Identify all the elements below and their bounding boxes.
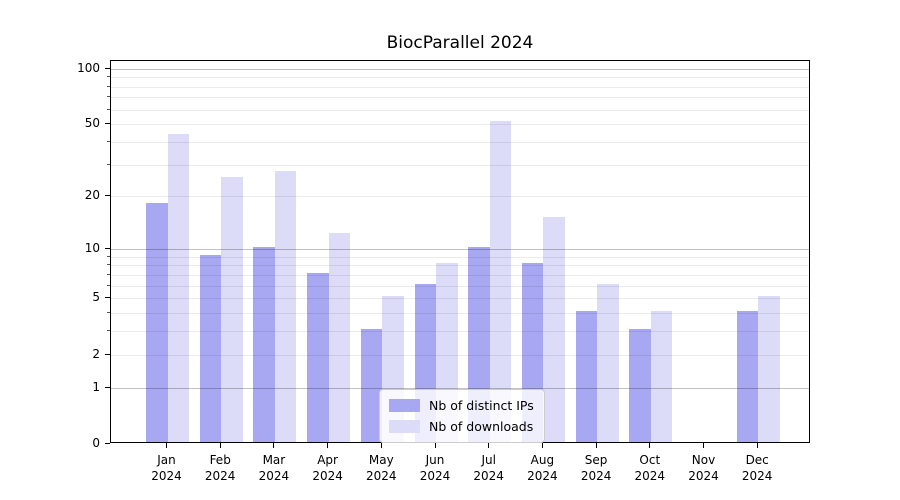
y-tick-mark-10	[105, 248, 110, 249]
y-tick-label-2: 2	[92, 346, 100, 361]
chart-title: BiocParallel 2024	[386, 33, 534, 53]
bar-distinct-ips-may	[360, 329, 383, 442]
x-tick-label-jan: Jan 2024	[151, 453, 182, 483]
gridline-minor-90	[111, 77, 809, 79]
bar-distinct-ips-sep	[575, 311, 598, 442]
y-tick-label-20: 20	[84, 188, 100, 203]
bar-downloads-sep	[597, 283, 619, 442]
x-tick-mark-jul	[488, 443, 490, 448]
gridline-minor-30	[111, 164, 809, 166]
gridline-minor-20	[111, 196, 809, 198]
legend-label-downloads: Nb of downloads	[429, 418, 534, 434]
y-tick-label-1: 1	[92, 379, 100, 394]
y-minor-tick-mark-70	[107, 96, 110, 98]
x-tick-mark-oct	[649, 443, 651, 448]
y-minor-tick-mark-90	[107, 76, 110, 78]
y-minor-tick-mark-4	[107, 312, 110, 314]
x-tick-label-oct: Oct 2024	[634, 453, 666, 483]
y-minor-tick-mark-80	[107, 85, 110, 87]
x-tick-mark-aug	[541, 443, 543, 448]
legend: Nb of distinct IPs Nb of downloads	[379, 389, 545, 443]
y-tick-label-100: 100	[77, 60, 100, 75]
x-tick-label-dec: Dec 2024	[741, 453, 773, 483]
gridline-minor-2	[111, 354, 809, 356]
y-tick-label-50: 50	[84, 116, 100, 131]
gridline-major-10	[111, 249, 809, 250]
bar-distinct-ips-dec	[736, 311, 759, 442]
gridline-major-1	[111, 387, 809, 389]
gridline-minor-60	[111, 109, 809, 111]
legend-item-distinct-ips: Nb of distinct IPs	[389, 397, 534, 414]
gridline-minor-7	[111, 274, 809, 276]
bar-distinct-ips-feb	[199, 254, 222, 442]
gridline-minor-40	[111, 142, 809, 143]
y-tick-mark-50	[105, 123, 110, 125]
y-tick-mark-1	[105, 386, 110, 388]
x-tick-label-aug: Aug 2024	[527, 453, 558, 483]
legend-swatch-downloads	[389, 420, 420, 433]
x-tick-label-sep: Sep 2024	[580, 453, 612, 483]
bar-distinct-ips-mar	[253, 247, 275, 442]
bar-distinct-ips-oct	[629, 329, 651, 442]
y-minor-tick-mark-3	[107, 330, 110, 332]
y-tick-mark-20	[105, 195, 110, 197]
x-tick-mark-jan	[166, 443, 167, 448]
bar-downloads-jan	[167, 134, 189, 442]
y-minor-tick-mark-40	[107, 141, 110, 142]
bar-downloads-feb	[221, 177, 243, 442]
x-tick-mark-nov	[703, 443, 704, 448]
legend-swatch-distinct-ips	[389, 399, 420, 412]
gridline-minor-9	[111, 256, 809, 258]
y-minor-tick-mark-7	[107, 273, 110, 275]
legend-label-distinct-ips: Nb of distinct IPs	[429, 397, 534, 413]
y-tick-mark-100	[105, 67, 110, 69]
x-tick-label-apr: Apr 2024	[312, 453, 343, 483]
x-tick-mark-dec	[756, 443, 758, 448]
y-tick-label-10: 10	[84, 241, 100, 255]
gridline-minor-50	[111, 124, 809, 126]
gridline-major-100	[111, 68, 809, 70]
gridline-minor-8	[111, 265, 809, 267]
bar-downloads-dec	[758, 296, 780, 442]
y-minor-tick-mark-60	[107, 108, 110, 110]
x-tick-mark-sep	[595, 443, 597, 448]
gridline-minor-70	[111, 97, 809, 99]
gridline-minor-80	[111, 86, 809, 88]
bar-distinct-ips-jan	[146, 202, 168, 442]
gridline-minor-6	[111, 285, 809, 287]
x-tick-label-feb: Feb 2024	[204, 453, 236, 483]
x-tick-mark-apr	[327, 443, 329, 448]
x-tick-label-may: May 2024	[366, 453, 397, 483]
bar-downloads-aug	[543, 216, 565, 442]
bar-downloads-jul	[489, 120, 512, 442]
y-minor-tick-mark-6	[107, 284, 110, 286]
y-minor-tick-mark-9	[107, 255, 110, 257]
legend-item-downloads: Nb of downloads	[389, 418, 534, 435]
y-tick-mark-0	[105, 443, 110, 444]
gridline-minor-3	[111, 331, 809, 333]
y-tick-label-5: 5	[92, 290, 100, 305]
bar-downloads-apr	[328, 233, 351, 442]
y-minor-tick-mark-8	[107, 264, 110, 266]
x-tick-mark-feb	[219, 443, 221, 448]
x-tick-label-jun: Jun 2024	[419, 453, 451, 483]
x-tick-label-nov: Nov 2024	[688, 453, 719, 483]
gridline-minor-5	[111, 298, 809, 300]
bar-downloads-mar	[274, 171, 297, 442]
plot-area: Nb of distinct IPs Nb of downloads	[110, 60, 810, 443]
x-tick-mark-may	[380, 443, 382, 448]
x-tick-mark-mar	[273, 443, 275, 448]
x-tick-label-jul: Jul 2024	[473, 453, 504, 483]
x-tick-mark-jun	[434, 443, 436, 448]
gridline-minor-4	[111, 313, 809, 315]
y-minor-tick-mark-30	[107, 163, 110, 165]
y-tick-label-0: 0	[92, 436, 100, 450]
bar-distinct-ips-apr	[307, 272, 329, 442]
x-tick-label-mar: Mar 2024	[258, 453, 290, 483]
y-tick-mark-2	[105, 353, 110, 355]
y-tick-mark-5	[105, 297, 110, 299]
bar-downloads-oct	[650, 311, 673, 442]
